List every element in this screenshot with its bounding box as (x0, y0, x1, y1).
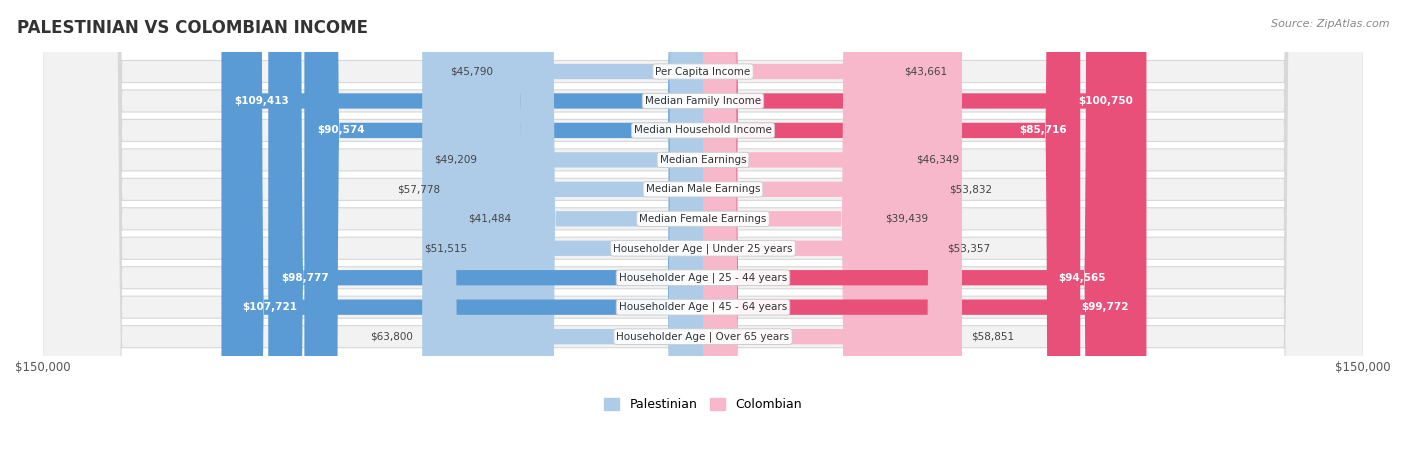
Text: $41,484: $41,484 (468, 214, 512, 224)
Text: $90,574: $90,574 (318, 126, 366, 135)
Text: PALESTINIAN VS COLOMBIAN INCOME: PALESTINIAN VS COLOMBIAN INCOME (17, 19, 368, 37)
Text: $53,832: $53,832 (949, 184, 991, 194)
FancyBboxPatch shape (42, 0, 1364, 467)
Text: $46,349: $46,349 (915, 155, 959, 165)
FancyBboxPatch shape (42, 0, 1364, 467)
FancyBboxPatch shape (304, 0, 703, 467)
Text: Householder Age | 45 - 64 years: Householder Age | 45 - 64 years (619, 302, 787, 312)
Text: Per Capita Income: Per Capita Income (655, 66, 751, 77)
FancyBboxPatch shape (229, 0, 703, 467)
Text: Source: ZipAtlas.com: Source: ZipAtlas.com (1271, 19, 1389, 28)
FancyBboxPatch shape (703, 0, 876, 467)
Text: $43,661: $43,661 (904, 66, 948, 77)
FancyBboxPatch shape (486, 0, 703, 467)
FancyBboxPatch shape (42, 0, 1364, 467)
Text: $49,209: $49,209 (434, 155, 478, 165)
Text: $100,750: $100,750 (1078, 96, 1133, 106)
Text: $53,357: $53,357 (946, 243, 990, 253)
FancyBboxPatch shape (703, 0, 1119, 467)
FancyBboxPatch shape (449, 0, 703, 467)
Text: Median Male Earnings: Median Male Earnings (645, 184, 761, 194)
Text: Householder Age | 25 - 44 years: Householder Age | 25 - 44 years (619, 272, 787, 283)
Text: $58,851: $58,851 (970, 332, 1014, 342)
FancyBboxPatch shape (42, 0, 1364, 467)
FancyBboxPatch shape (422, 0, 703, 467)
Text: $39,439: $39,439 (886, 214, 928, 224)
FancyBboxPatch shape (703, 0, 907, 467)
Text: $99,772: $99,772 (1081, 302, 1129, 312)
FancyBboxPatch shape (42, 0, 1364, 467)
FancyBboxPatch shape (703, 0, 896, 467)
FancyBboxPatch shape (703, 0, 1080, 467)
FancyBboxPatch shape (703, 0, 962, 467)
Text: $63,800: $63,800 (371, 332, 413, 342)
FancyBboxPatch shape (222, 0, 703, 467)
Text: Householder Age | Over 65 years: Householder Age | Over 65 years (616, 332, 790, 342)
FancyBboxPatch shape (703, 0, 938, 467)
Text: $94,565: $94,565 (1059, 273, 1107, 283)
Text: Median Earnings: Median Earnings (659, 155, 747, 165)
FancyBboxPatch shape (42, 0, 1364, 467)
Legend: Palestinian, Colombian: Palestinian, Colombian (599, 393, 807, 416)
FancyBboxPatch shape (477, 0, 703, 467)
Text: Median Female Earnings: Median Female Earnings (640, 214, 766, 224)
Text: $51,515: $51,515 (425, 243, 467, 253)
Text: Median Family Income: Median Family Income (645, 96, 761, 106)
FancyBboxPatch shape (42, 0, 1364, 467)
Text: $57,778: $57,778 (396, 184, 440, 194)
FancyBboxPatch shape (520, 0, 703, 467)
Text: $85,716: $85,716 (1019, 126, 1067, 135)
FancyBboxPatch shape (269, 0, 703, 467)
FancyBboxPatch shape (42, 0, 1364, 467)
FancyBboxPatch shape (502, 0, 703, 467)
FancyBboxPatch shape (42, 0, 1364, 467)
FancyBboxPatch shape (703, 0, 1146, 467)
Text: $98,777: $98,777 (281, 273, 329, 283)
FancyBboxPatch shape (703, 0, 941, 467)
Text: $107,721: $107,721 (242, 302, 297, 312)
Text: $109,413: $109,413 (235, 96, 290, 106)
Text: $45,790: $45,790 (450, 66, 492, 77)
FancyBboxPatch shape (42, 0, 1364, 467)
FancyBboxPatch shape (703, 0, 1142, 467)
Text: Median Household Income: Median Household Income (634, 126, 772, 135)
Text: Householder Age | Under 25 years: Householder Age | Under 25 years (613, 243, 793, 254)
